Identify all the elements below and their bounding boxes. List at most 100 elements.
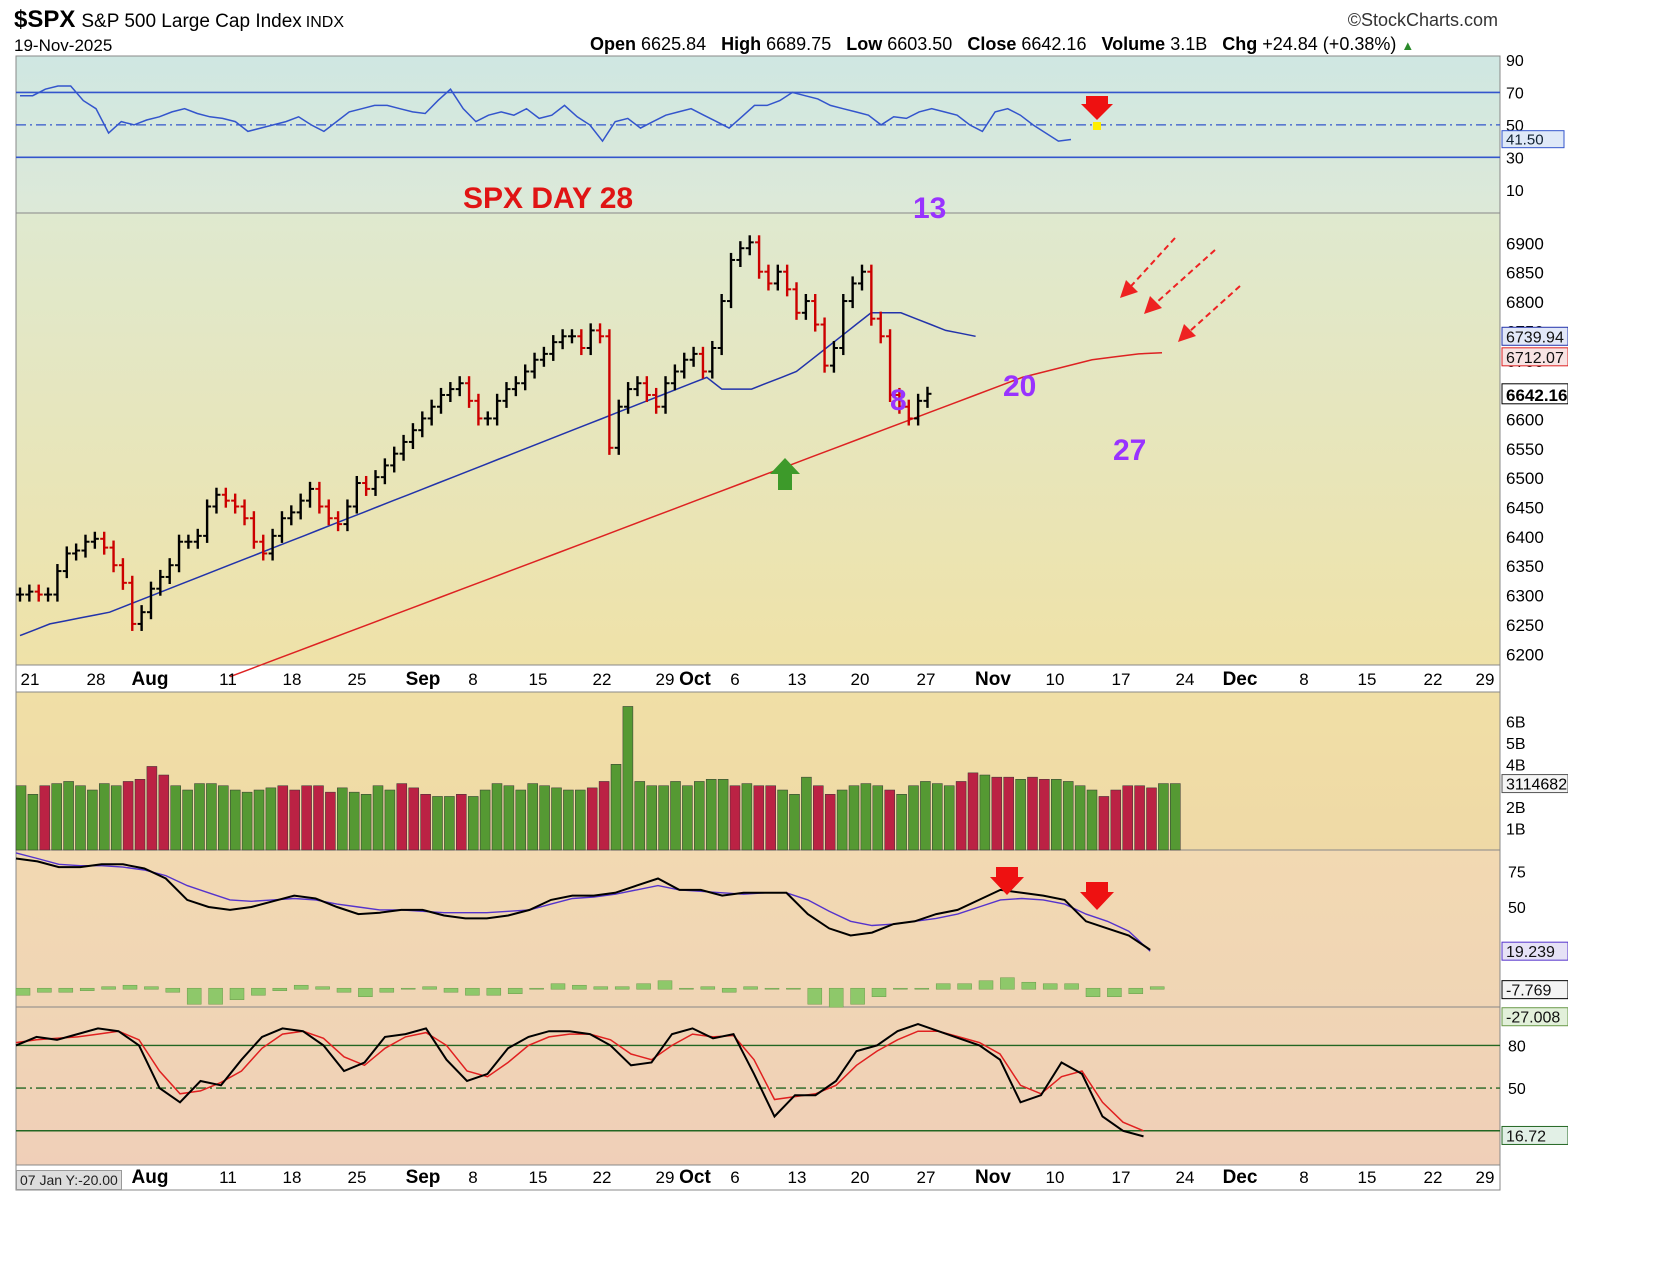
macd-histogram-bar [1107,987,1122,997]
macd-histogram-bar [657,980,673,990]
volume-bar [575,789,586,851]
volume-bar [598,781,610,851]
volume-bar [1062,781,1074,851]
cycle-label: 20 [1003,370,1036,403]
volume-bar [158,774,170,851]
stochastic-panel [15,1006,1501,1166]
macd-histogram-bar [850,987,865,1005]
volume-last-value: 3114682 [1506,777,1567,794]
volume-bar [337,787,348,851]
macd-histogram-bar [15,987,31,996]
volume-bar [884,789,895,851]
chg-value: +24.84 (+0.38%) [1262,34,1397,54]
volume-bar [39,785,51,851]
volume-bar [872,785,884,851]
volume-bar [658,785,669,851]
price-tick: 6800 [1506,293,1544,312]
macd-histogram-bar [465,987,480,996]
volume-bar [1122,785,1133,851]
date-tick-bottom: Aug [132,1167,169,1188]
volume-bar [348,791,360,851]
volume-bar [110,785,122,851]
macd-histogram-bar [957,983,972,990]
volume-bar [836,789,848,851]
macd-histogram-bar [58,987,74,993]
macd-histogram-bar [37,987,52,993]
stochastic-tick: 80 [1508,1038,1526,1055]
volume-bar [1146,787,1157,851]
volume-bar [896,794,907,851]
volume-bar [1015,779,1026,851]
chg-label: Chg [1222,34,1258,54]
stochastic-d-line [15,1030,1144,1132]
volume-bar [408,787,419,851]
rsi-tick: 30 [1506,150,1524,167]
volume-tick: 4B [1506,757,1526,774]
date-tick: 18 [283,670,302,689]
price-tick: 6200 [1506,645,1544,664]
macd-down-arrow-icon [1080,882,1114,910]
date-tick-bottom: 6 [730,1168,739,1187]
macd-histogram-bar [186,987,202,1005]
date-tick: Sep [406,669,441,690]
volume-bar [1158,783,1169,851]
macd-signal-value-box [1501,941,1568,961]
ma20-last-value: 6739.94 [1506,329,1564,346]
volume-bar [979,774,991,851]
volume-tick: 6B [1506,714,1526,731]
date-tick-bottom: 24 [1176,1168,1195,1187]
ma50-last-value: 6712.07 [1506,350,1564,367]
macd-histogram-bar [122,984,138,990]
volume-bar [99,783,110,851]
volume-bar [432,796,443,851]
rsi-tick: 10 [1506,183,1524,200]
volume-bar [932,783,943,851]
date-tick-bottom: 15 [529,1168,548,1187]
stochastic-last-value: 16.72 [1506,1128,1546,1145]
date-tick: 15 [1358,670,1377,689]
date-tick-bottom: 22 [1424,1168,1443,1187]
date-tick: 10 [1046,670,1065,689]
date-tick-bottom: 25 [348,1168,367,1187]
ma20-line [19,312,976,637]
macd-histogram-bar [743,986,758,990]
macd-histogram-bar [978,980,994,990]
date-tick: Dec [1223,669,1258,690]
rsi-panel [15,55,1501,214]
volume-bar [1134,785,1145,851]
volume-bar [479,789,491,851]
ma50-last-value-box [1501,347,1568,367]
volume-bar [622,706,634,851]
volume-bar [955,781,967,851]
macd-line [15,857,1151,951]
volume-bar [325,791,336,851]
volume-tick: 1B [1506,822,1526,839]
volume-bar [289,789,300,851]
macd-histogram-bar [79,987,95,991]
macd-histogram-bar [101,986,116,990]
volume-bar [753,785,765,851]
green-up-arrow-icon [770,458,800,490]
date-tick-bottom: 11 [219,1168,237,1187]
price-tick: 6600 [1506,410,1544,429]
date-tick: 15 [529,670,548,689]
macd-last-value: -7.769 [1506,983,1551,1000]
volume-bar [301,785,312,851]
volume-bar [27,794,39,851]
volume-bar [670,781,681,851]
date-tick: 13 [788,670,807,689]
red-arrowhead-icon [1144,296,1162,314]
volume-bar [991,776,1003,851]
date-tick-bottom: 10 [1046,1168,1065,1187]
volume-bar [170,785,181,851]
volume-bar [218,785,229,851]
macd-histogram-bar [507,987,523,994]
volume-bar [146,766,158,851]
price-tick: 6900 [1506,234,1544,253]
date-tick-bottom: Oct [679,1167,711,1188]
symbol: $SPX [14,6,76,33]
date-tick-bottom: 29 [656,1168,675,1187]
volume-bar [741,783,753,851]
volume-bar [1074,785,1086,851]
volume-bar [527,783,538,851]
